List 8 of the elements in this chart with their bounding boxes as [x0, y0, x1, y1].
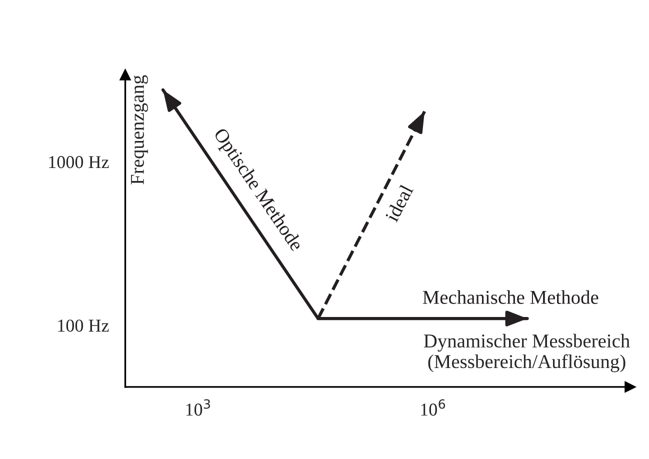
x-axis-title: Dynamischer Messbereich (Messbereich/Auflösung): [424, 334, 630, 372]
text: ideal: [384, 184, 414, 223]
y-tick-label: 1000 Hz: [49, 156, 109, 168]
series-label: Mechanische Methode: [422, 290, 598, 304]
x-tick-label: 10$^{3}$: [186, 399, 210, 416]
x-tick-label: 10$^{6}$: [421, 399, 446, 416]
y-axis-title: Frequenzgang: [131, 75, 148, 184]
y-tick-label: 100 Hz: [58, 320, 109, 332]
